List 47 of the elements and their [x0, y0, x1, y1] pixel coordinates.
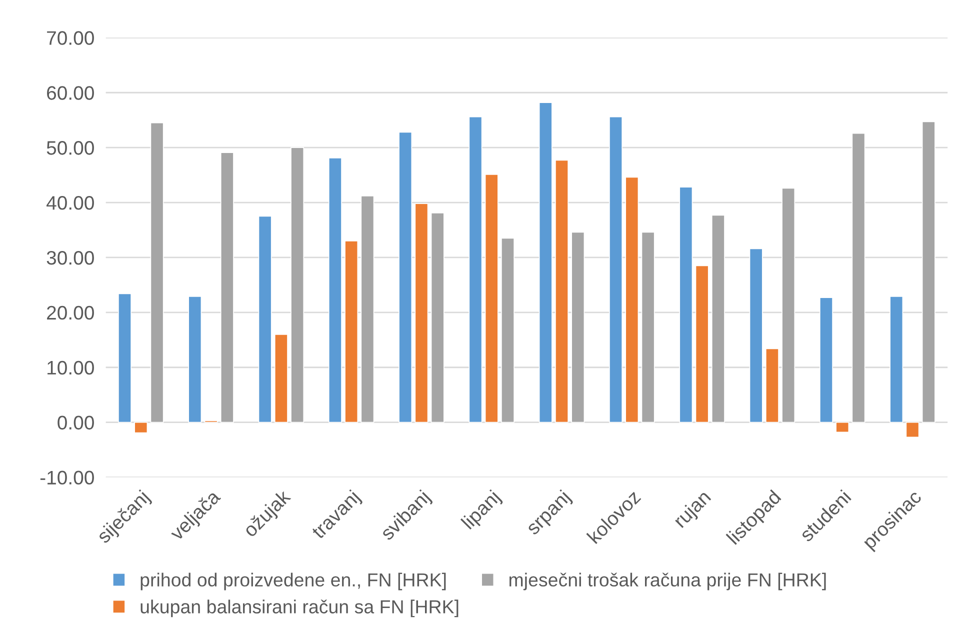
bar — [819, 297, 833, 423]
bar — [765, 348, 779, 423]
y-tick-label: 30.00 — [46, 250, 94, 265]
bar — [344, 240, 358, 423]
bar — [906, 422, 920, 438]
bar — [118, 293, 132, 423]
bar — [609, 116, 623, 423]
bar — [501, 238, 514, 423]
bar — [258, 216, 272, 423]
bar — [922, 121, 936, 423]
bar — [274, 334, 288, 423]
y-tick-label: 50.00 — [46, 141, 94, 155]
bar — [414, 203, 428, 423]
y-tick-label: 70.00 — [47, 31, 94, 45]
bar — [290, 147, 304, 423]
bar — [538, 102, 552, 423]
y-tick-label: 20.00 — [47, 306, 94, 320]
y-tick-label: 60.00 — [47, 86, 94, 100]
bar — [134, 422, 148, 434]
bar — [188, 296, 202, 423]
bar — [852, 132, 866, 423]
legend-label: mjesečni trošak računa prije FN [HRK] — [509, 572, 826, 590]
bar — [150, 122, 164, 423]
bar — [555, 160, 568, 423]
bar — [220, 152, 234, 423]
bar — [468, 116, 482, 423]
bar — [625, 176, 639, 423]
bar — [328, 158, 342, 423]
bar — [890, 296, 904, 423]
legend-label: ukupan balansirani račun sa FN [HRK] — [140, 600, 458, 618]
bar — [398, 132, 412, 423]
legend-label: prihod od proizvedene en., FN [HRK] — [140, 572, 446, 590]
bar — [571, 232, 585, 423]
bar — [782, 188, 796, 423]
bar — [836, 422, 850, 433]
bar — [430, 212, 444, 423]
y-tick-label: 40.00 — [46, 196, 94, 210]
y-tick-label: 10.00 — [48, 360, 94, 375]
y-tick-label: -10.00 — [40, 470, 94, 485]
bar — [360, 196, 374, 423]
bar — [641, 232, 655, 423]
bar — [749, 248, 763, 423]
bar — [711, 214, 725, 423]
bar — [679, 186, 693, 423]
y-tick-label: 0.00 — [58, 416, 94, 430]
bar — [484, 174, 498, 423]
bar — [695, 265, 709, 423]
